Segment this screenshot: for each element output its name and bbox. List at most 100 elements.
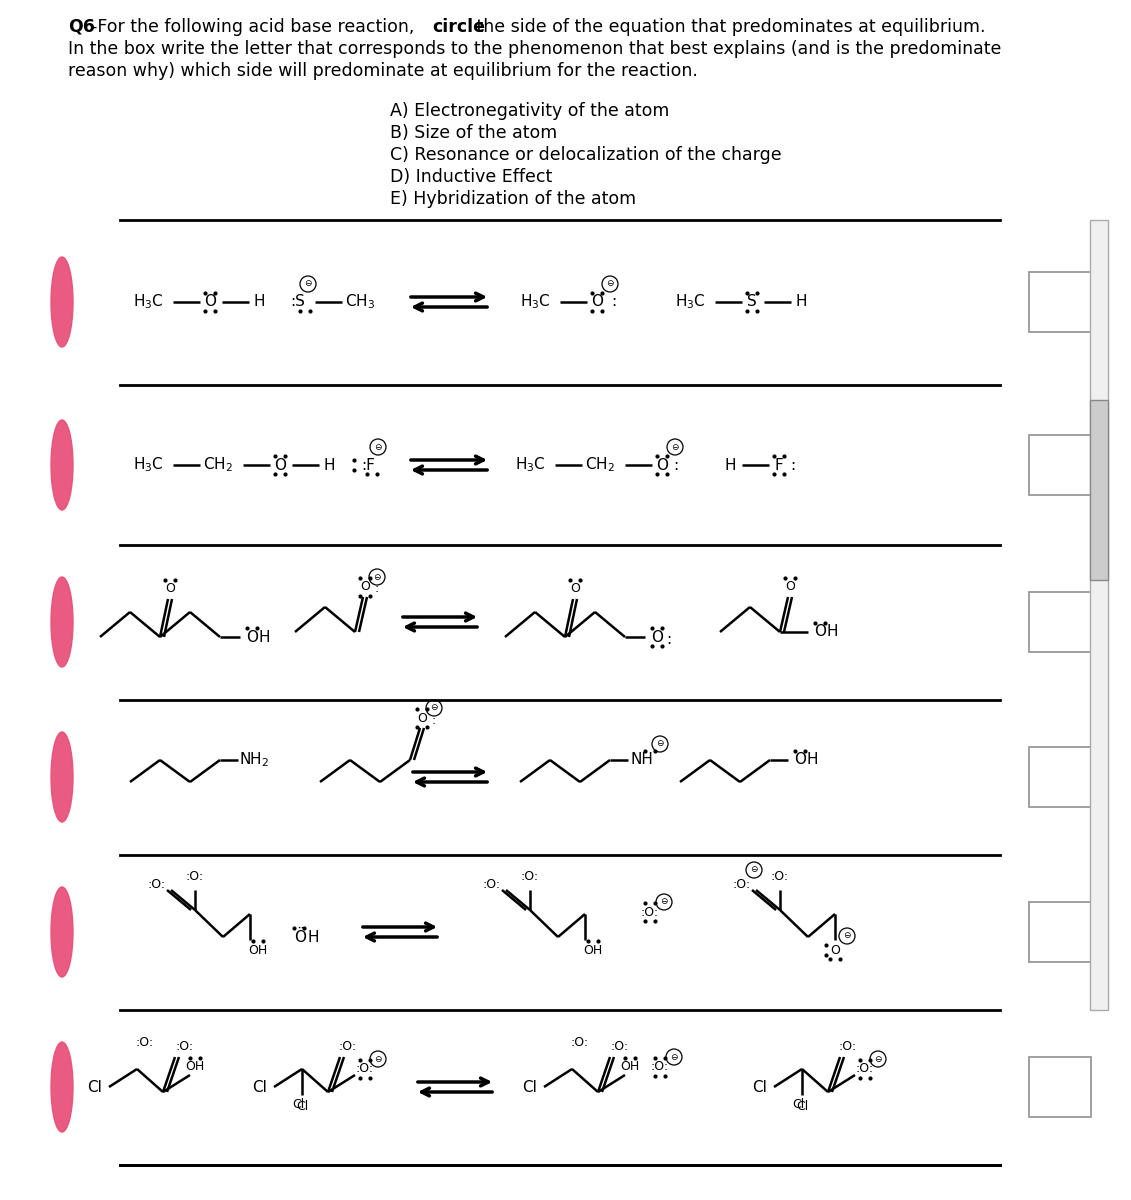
Text: OH: OH [584,943,603,956]
Text: :O:: :O: [571,1036,589,1049]
Text: :O:: :O: [185,870,204,883]
Text: Cl: Cl [252,1080,267,1094]
Text: F: F [775,457,784,473]
Text: O: O [656,457,668,473]
Text: :O:: :O: [521,870,539,883]
Text: ⊖: ⊖ [304,280,312,288]
Text: In the box write the letter that corresponds to the phenomenon that best explain: In the box write the letter that corresp… [68,40,1001,58]
Text: A) Electronegativity of the atom: A) Electronegativity of the atom [390,102,670,120]
Text: O: O [785,581,795,594]
Text: Cl: Cl [296,1100,308,1114]
Text: :O:: :O: [356,1062,374,1075]
Text: Cl: Cl [796,1100,809,1114]
Bar [1029,592,1091,652]
Text: O: O [360,581,370,594]
Text: H$_3$C: H$_3$C [132,456,163,474]
Text: O: O [794,752,806,768]
Ellipse shape [51,420,74,510]
Text: :O:: :O: [148,877,166,890]
Text: OH: OH [249,943,268,956]
Text: ⊖: ⊖ [430,703,438,713]
Text: Cl: Cl [292,1098,304,1111]
Text: C) Resonance or delocalization of the charge: C) Resonance or delocalization of the ch… [390,146,782,164]
Text: :S: :S [291,294,305,310]
Text: CH$_2$: CH$_2$ [204,456,233,474]
Text: :: : [666,631,672,647]
Text: O: O [814,624,826,640]
Text: :O:: :O: [339,1040,357,1054]
Text: O: O [274,457,286,473]
Text: ⊖: ⊖ [661,898,667,906]
Text: CH$_3$: CH$_3$ [345,293,375,311]
Ellipse shape [51,887,74,977]
Text: :: : [673,457,679,473]
Text: Cl: Cl [752,1080,768,1094]
Text: :O:: :O: [771,870,789,883]
Text: ⊖: ⊖ [656,739,664,749]
Text: -For the following acid base reaction,: -For the following acid base reaction, [90,18,420,36]
Text: Cl: Cl [792,1098,804,1111]
Text: :O:: :O: [136,1036,154,1049]
Text: H: H [258,630,270,644]
Text: H: H [323,457,335,473]
Text: O: O [247,630,258,644]
Text: O: O [204,294,216,310]
Text: circle: circle [432,18,485,36]
Text: :O:: :O: [856,1062,874,1075]
Text: ⊖: ⊖ [606,280,614,288]
Text: :O:: :O: [176,1040,195,1054]
Text: NH: NH [631,752,654,768]
Bar [1090,400,1108,580]
Text: O: O [651,630,663,644]
Text: reason why) which side will predominate at equilibrium for the reaction.: reason why) which side will predominate … [68,62,698,80]
Text: S: S [748,294,757,310]
Text: H$_3$C: H$_3$C [675,293,706,311]
Bar [1090,220,1108,1010]
Text: O: O [830,943,840,956]
Text: ⊖: ⊖ [844,931,851,941]
Text: B) Size of the atom: B) Size of the atom [390,124,558,142]
Ellipse shape [51,577,74,667]
Text: O: O [165,582,175,595]
Text: ⊖: ⊖ [374,1055,382,1063]
Text: ⊖: ⊖ [750,865,758,875]
Text: Ö: Ö [294,930,307,944]
Ellipse shape [51,1042,74,1132]
Text: Cl: Cl [523,1080,537,1094]
Text: CH$_2$: CH$_2$ [585,456,615,474]
Text: Q6: Q6 [68,18,95,36]
Text: OH: OH [621,1061,640,1074]
Text: H: H [827,624,838,640]
Text: :: : [612,294,616,310]
Text: :F: :F [361,457,375,473]
Text: H: H [724,457,736,473]
Text: :: : [432,714,437,726]
Text: :O:: :O: [641,906,659,918]
Bar [1029,434,1091,494]
Text: O: O [592,294,603,310]
Text: the side of the equation that predominates at equilibrium.: the side of the equation that predominat… [470,18,985,36]
Text: D) Inductive Effect: D) Inductive Effect [390,168,552,186]
Text: ⊖: ⊖ [672,443,679,451]
Text: :O:: :O: [483,877,501,890]
Ellipse shape [51,257,74,347]
Text: :O:: :O: [611,1040,629,1054]
Text: Cl: Cl [87,1080,103,1094]
Text: :: : [374,582,379,595]
Ellipse shape [51,732,74,822]
Text: :: : [791,457,795,473]
Text: ⊖: ⊖ [671,1052,677,1062]
Text: :O:: :O: [733,877,751,890]
Text: ⊖: ⊖ [874,1055,882,1063]
Text: H$_3$C: H$_3$C [515,456,545,474]
Text: H$_3$C: H$_3$C [519,293,551,311]
Bar [1029,1057,1091,1117]
Bar [1029,272,1091,332]
Text: ⊖: ⊖ [374,443,382,451]
Text: H: H [308,930,319,944]
Bar [1029,902,1091,962]
Text: O: O [417,712,426,725]
Text: NH$_2$: NH$_2$ [239,751,269,769]
Bar [1029,746,1091,806]
Text: ⊖: ⊖ [373,572,381,582]
